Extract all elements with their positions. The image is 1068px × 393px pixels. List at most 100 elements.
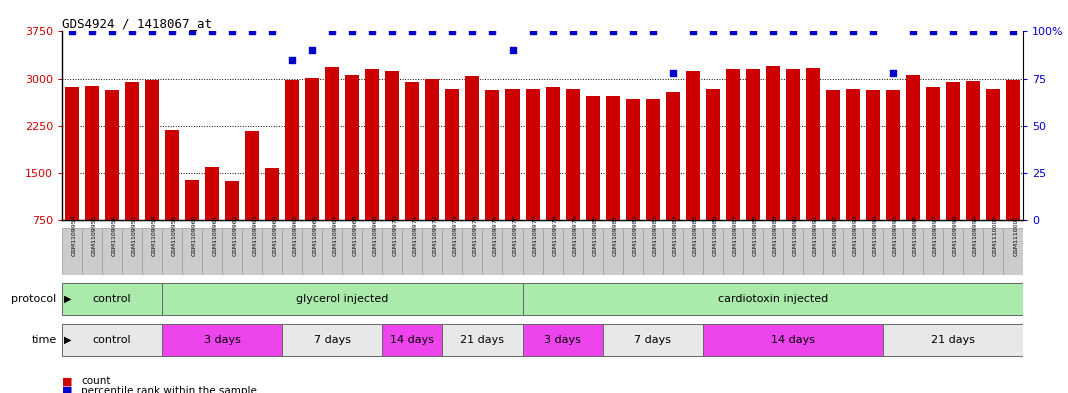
Bar	[222, 228, 242, 275]
Bar	[406, 82, 420, 220]
Bar	[362, 228, 382, 275]
Text: ▶: ▶	[64, 335, 72, 345]
Bar	[105, 90, 119, 220]
Bar	[583, 228, 602, 275]
Bar	[963, 228, 983, 275]
Bar	[906, 75, 920, 220]
Bar	[225, 181, 239, 220]
Text: 7 days: 7 days	[634, 335, 671, 345]
Text: GSM1109964: GSM1109964	[272, 214, 278, 256]
Bar	[726, 68, 740, 220]
Point	[925, 28, 942, 35]
Text: time: time	[31, 335, 57, 345]
Text: GSM1109965: GSM1109965	[293, 214, 297, 256]
Text: GSM1109955: GSM1109955	[92, 214, 97, 256]
Bar	[883, 228, 902, 275]
Bar	[803, 228, 822, 275]
Point	[804, 28, 821, 35]
Point	[524, 28, 541, 35]
Bar	[606, 96, 619, 220]
Point	[564, 28, 581, 35]
Point	[744, 28, 761, 35]
Text: ■: ■	[62, 376, 73, 386]
Point	[905, 28, 922, 35]
Point	[404, 28, 421, 35]
Text: GSM1109983: GSM1109983	[653, 214, 658, 256]
Text: GSM1109992: GSM1109992	[833, 214, 838, 256]
Text: GSM1109975: GSM1109975	[492, 214, 498, 256]
Text: GSM1109984: GSM1109984	[673, 214, 678, 256]
Point	[163, 28, 180, 35]
Text: GSM1109971: GSM1109971	[412, 214, 418, 256]
Bar	[386, 71, 399, 220]
Text: GSM1109987: GSM1109987	[733, 214, 738, 256]
Bar	[665, 92, 679, 220]
Bar	[783, 228, 803, 275]
Bar	[846, 89, 860, 220]
Text: control: control	[93, 335, 131, 345]
Bar	[442, 324, 522, 356]
Bar	[826, 90, 839, 220]
Point	[344, 28, 361, 35]
Point	[724, 28, 741, 35]
Bar	[902, 228, 923, 275]
Bar	[486, 90, 500, 220]
Point	[223, 28, 240, 35]
Text: 14 days: 14 days	[771, 335, 815, 345]
Text: GSM1109969: GSM1109969	[373, 214, 377, 256]
Point	[424, 28, 441, 35]
Text: GSM1109988: GSM1109988	[753, 214, 758, 256]
Bar	[883, 324, 1023, 356]
Bar	[142, 228, 162, 275]
Text: 21 days: 21 days	[460, 335, 504, 345]
Bar	[162, 283, 522, 314]
Bar	[585, 95, 599, 220]
Text: GSM1109993: GSM1109993	[853, 214, 858, 256]
Bar	[563, 228, 583, 275]
Bar	[946, 83, 960, 220]
Bar	[302, 228, 323, 275]
Bar	[766, 66, 780, 220]
Text: GSM1109980: GSM1109980	[593, 214, 598, 256]
Text: GSM1109978: GSM1109978	[552, 214, 557, 256]
Text: 14 days: 14 days	[391, 335, 435, 345]
Text: GSM1109957: GSM1109957	[132, 214, 137, 256]
Text: 21 days: 21 days	[931, 335, 975, 345]
Bar	[703, 324, 883, 356]
Bar	[445, 89, 459, 220]
Point	[184, 28, 201, 35]
Bar	[242, 228, 262, 275]
Text: GSM1109995: GSM1109995	[893, 214, 898, 256]
Bar	[522, 228, 543, 275]
Bar	[185, 180, 199, 220]
Bar	[786, 69, 800, 220]
Text: control: control	[93, 294, 131, 304]
Text: GSM1109973: GSM1109973	[453, 214, 457, 256]
Point	[704, 28, 721, 35]
Point	[143, 28, 160, 35]
Bar	[326, 67, 340, 220]
Bar	[365, 68, 379, 220]
Bar	[285, 81, 299, 220]
Text: GSM1109990: GSM1109990	[792, 214, 798, 256]
Text: GSM1109994: GSM1109994	[873, 214, 878, 256]
Text: 3 days: 3 days	[204, 335, 240, 345]
Bar	[686, 71, 700, 220]
Point	[83, 28, 100, 35]
Point	[864, 28, 881, 35]
Bar	[743, 228, 763, 275]
Bar	[626, 99, 640, 220]
Text: GSM1109985: GSM1109985	[693, 214, 697, 256]
Text: GSM1109982: GSM1109982	[632, 214, 638, 256]
Point	[845, 28, 862, 35]
Bar	[62, 228, 82, 275]
Bar	[566, 89, 580, 220]
Text: 3 days: 3 days	[544, 335, 581, 345]
Bar	[462, 228, 483, 275]
Point	[824, 28, 842, 35]
Text: ▶: ▶	[64, 294, 72, 304]
Text: GSM1109981: GSM1109981	[613, 214, 617, 256]
Point	[244, 28, 261, 35]
Bar	[983, 228, 1003, 275]
Text: GSM1109991: GSM1109991	[813, 214, 818, 256]
